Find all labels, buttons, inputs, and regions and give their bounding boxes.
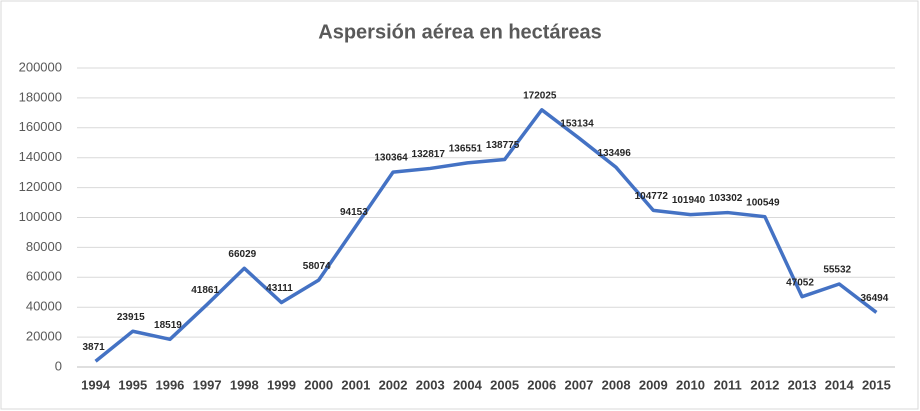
y-tick-label: 100000	[19, 209, 62, 224]
x-tick-label: 2011	[714, 377, 742, 392]
x-tick-label: 2006	[527, 377, 556, 392]
x-tick-label: 1999	[267, 377, 296, 392]
data-label: 103302	[709, 193, 743, 204]
data-label: 104772	[635, 191, 669, 202]
x-tick-label: 2013	[788, 377, 817, 392]
data-label: 55532	[823, 265, 851, 276]
chart-title: Aspersión aérea en hectáreas	[318, 21, 602, 43]
x-tick-label: 2000	[304, 377, 333, 392]
data-label: 172025	[523, 90, 557, 101]
y-tick-label: 160000	[19, 119, 62, 134]
y-tick-label: 200000	[19, 59, 62, 74]
data-label: 133496	[597, 148, 631, 159]
data-label: 138775	[486, 140, 520, 151]
x-tick-label: 2003	[416, 377, 445, 392]
x-tick-label: 2008	[602, 377, 631, 392]
data-label: 136551	[449, 143, 483, 154]
y-tick-label: 180000	[19, 89, 62, 104]
data-label: 47052	[786, 277, 814, 288]
x-tick-label: 2001	[341, 377, 370, 392]
x-tick-label: 1995	[118, 377, 147, 392]
y-tick-label: 0	[55, 358, 62, 373]
x-tick-label: 2002	[379, 377, 408, 392]
y-tick-label: 60000	[26, 269, 62, 284]
data-label: 18519	[154, 320, 182, 331]
x-tick-label: 1997	[193, 377, 222, 392]
x-tick-label: 2005	[490, 377, 519, 392]
data-label: 58074	[303, 261, 331, 272]
x-tick-label: 2009	[639, 377, 668, 392]
data-label: 100549	[746, 197, 780, 208]
data-label: 153134	[560, 119, 594, 130]
x-tick-label: 2010	[676, 377, 705, 392]
data-label: 41861	[191, 285, 219, 296]
x-tick-label: 1996	[155, 377, 184, 392]
line	[94, 108, 878, 363]
data-label: 130364	[374, 153, 408, 164]
data-label: 43111	[266, 283, 293, 294]
x-tick-label: 1998	[230, 377, 259, 392]
y-tick-label: 40000	[26, 299, 62, 314]
data-label: 23915	[117, 312, 145, 323]
data-label: 3871	[82, 342, 105, 353]
x-tick-label: 2007	[564, 377, 593, 392]
data-label: 132817	[412, 149, 446, 160]
x-tick-label: 2012	[750, 377, 779, 392]
x-tick-label: 2015	[862, 377, 891, 392]
data-label: 101940	[672, 195, 706, 206]
data-label: 94153	[340, 207, 368, 218]
x-tick-label: 1994	[81, 377, 111, 392]
y-tick-label: 120000	[19, 179, 62, 194]
data-label: 66029	[228, 249, 256, 260]
x-tick-label: 2004	[453, 377, 483, 392]
y-tick-label: 20000	[26, 329, 62, 344]
y-tick-label: 80000	[26, 239, 62, 254]
y-tick-label: 140000	[19, 149, 62, 164]
data-label: 36494	[861, 293, 889, 304]
x-tick-label: 2014	[825, 377, 855, 392]
